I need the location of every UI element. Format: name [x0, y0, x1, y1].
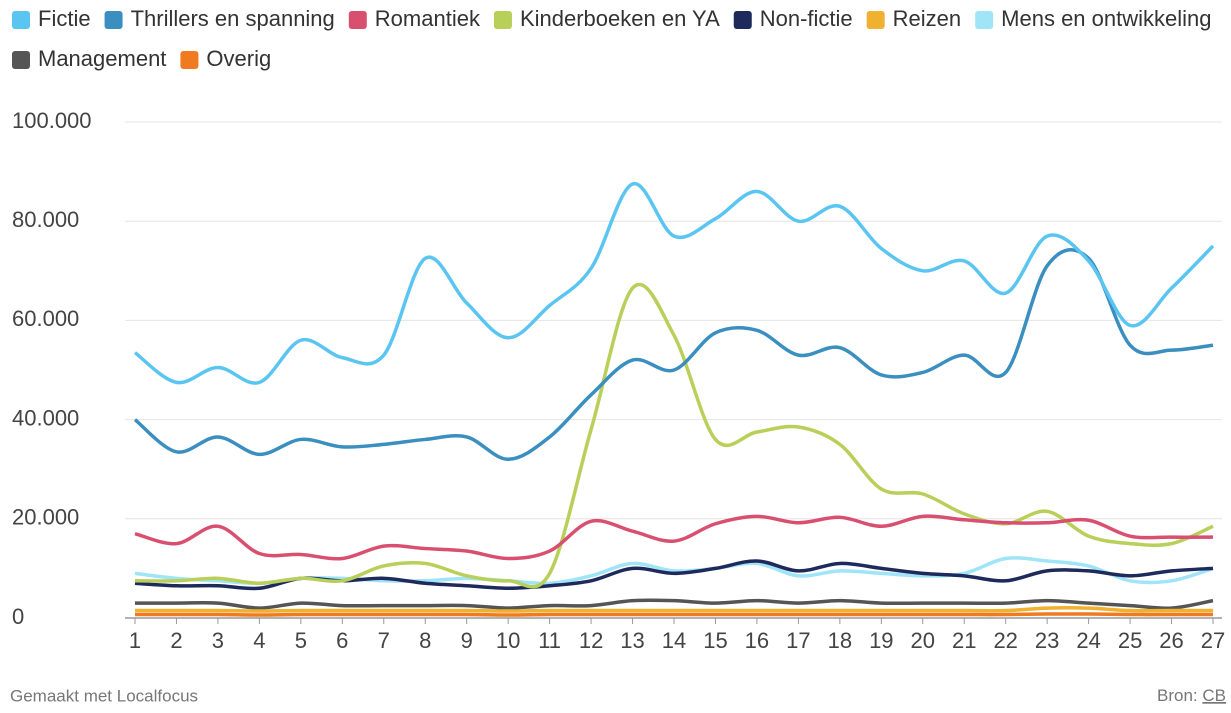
x-tick-label: 2 — [170, 628, 182, 653]
legend-label: Overig — [206, 46, 271, 71]
legend-swatch — [12, 11, 30, 29]
x-tick-label: 27 — [1201, 628, 1225, 653]
legend-swatch — [104, 11, 123, 29]
x-tick-label: 5 — [295, 628, 307, 653]
series-line — [134, 612, 1213, 617]
y-tick-label: 100.000 — [12, 108, 92, 133]
x-tick-label: 16 — [745, 628, 769, 653]
legend-label: Romantiek — [375, 6, 481, 31]
series-line — [134, 282, 1214, 589]
x-tick-label: 19 — [869, 628, 893, 653]
x-tick-label: 11 — [538, 628, 561, 653]
legend-swatch — [12, 51, 30, 69]
x-tick-label: 18 — [828, 628, 852, 653]
legend-label: Fictie — [38, 6, 91, 31]
x-tick-label: 17 — [786, 628, 810, 653]
legend-swatch — [180, 51, 199, 69]
source-link[interactable]: CB — [1202, 686, 1226, 705]
series-line — [133, 248, 1214, 462]
x-tick-label: 12 — [579, 628, 603, 653]
x-tick-label: 4 — [253, 628, 265, 653]
series-line — [134, 598, 1214, 610]
y-tick-label: 40.000 — [12, 405, 79, 430]
series-line — [134, 514, 1214, 561]
x-tick-label: 21 — [952, 628, 976, 653]
y-tick-label: 20.000 — [12, 505, 79, 530]
x-tick-label: 10 — [496, 628, 520, 653]
x-tick-label: 22 — [993, 628, 1017, 653]
source-label: Bron: — [1157, 686, 1198, 705]
x-tick-label: 26 — [1159, 628, 1183, 653]
x-tick-label: 25 — [1118, 628, 1142, 653]
legend-label: Kinderboeken en YA — [520, 6, 720, 31]
x-tick-label: 13 — [620, 628, 644, 653]
y-tick-label: 0 — [12, 604, 24, 629]
series-line — [133, 182, 1215, 385]
legend-label: Mens en ontwikkeling — [1001, 6, 1211, 31]
x-tick-label: 8 — [419, 628, 431, 653]
x-tick-label: 6 — [336, 628, 348, 653]
y-tick-label: 80.000 — [12, 207, 79, 232]
x-tick-label: 24 — [1076, 628, 1100, 653]
y-tick-label: 60.000 — [12, 306, 79, 331]
x-tick-label: 14 — [662, 628, 686, 653]
legend-swatch — [866, 11, 885, 29]
legend-label: Thrillers en spanning — [131, 6, 335, 31]
x-tick-label: 20 — [911, 628, 935, 653]
x-tick-label: 23 — [1035, 628, 1059, 653]
series-line — [135, 606, 1213, 613]
legend-swatch — [733, 11, 752, 29]
credit: Gemaakt met Localfocus — [10, 686, 198, 705]
legend-label: Management — [38, 46, 166, 71]
x-tick-label: 15 — [703, 628, 727, 653]
legend-swatch — [348, 11, 367, 29]
legend-label: Reizen — [893, 6, 961, 31]
source: Bron: CB — [1157, 686, 1226, 705]
x-tick-label: 7 — [378, 628, 390, 653]
x-tick-label: 3 — [212, 628, 224, 653]
legend-swatch — [493, 11, 512, 29]
x-tick-label: 1 — [129, 628, 141, 653]
series-line — [134, 559, 1214, 591]
legend-swatch — [975, 11, 994, 29]
x-tick-label: 9 — [461, 628, 473, 653]
legend-label: Non-fictie — [760, 6, 853, 31]
